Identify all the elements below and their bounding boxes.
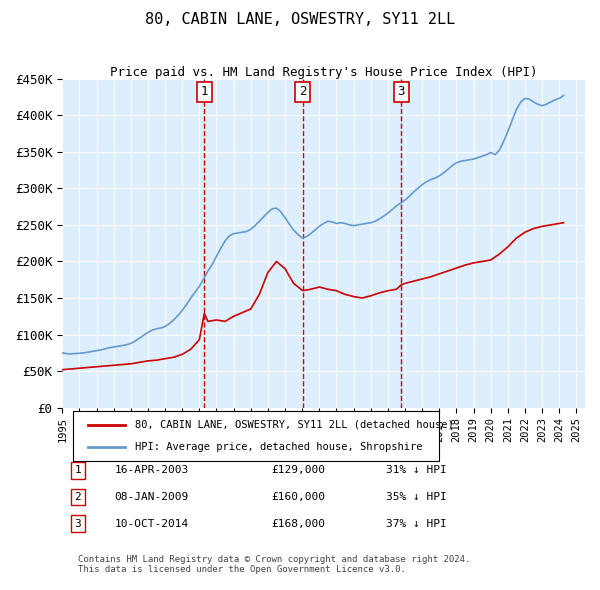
Text: 08-JAN-2009: 08-JAN-2009 <box>115 492 189 502</box>
Text: £129,000: £129,000 <box>271 466 325 476</box>
Text: 2: 2 <box>74 492 81 502</box>
Text: 16-APR-2003: 16-APR-2003 <box>115 466 189 476</box>
Text: 80, CABIN LANE, OSWESTRY, SY11 2LL: 80, CABIN LANE, OSWESTRY, SY11 2LL <box>145 12 455 27</box>
Text: 35% ↓ HPI: 35% ↓ HPI <box>386 492 447 502</box>
Text: Contains HM Land Registry data © Crown copyright and database right 2024.
This d: Contains HM Land Registry data © Crown c… <box>78 555 470 575</box>
Text: 2: 2 <box>299 86 307 99</box>
Text: £160,000: £160,000 <box>271 492 325 502</box>
Text: 37% ↓ HPI: 37% ↓ HPI <box>386 519 447 529</box>
Title: Price paid vs. HM Land Registry's House Price Index (HPI): Price paid vs. HM Land Registry's House … <box>110 65 538 78</box>
Text: 3: 3 <box>74 519 81 529</box>
Text: 3: 3 <box>398 86 405 99</box>
Text: 1: 1 <box>200 86 208 99</box>
Text: 31% ↓ HPI: 31% ↓ HPI <box>386 466 447 476</box>
Text: 1: 1 <box>74 466 81 476</box>
Text: 80, CABIN LANE, OSWESTRY, SY11 2LL (detached house): 80, CABIN LANE, OSWESTRY, SY11 2LL (deta… <box>136 420 454 430</box>
Text: £168,000: £168,000 <box>271 519 325 529</box>
FancyBboxPatch shape <box>73 411 439 461</box>
Text: HPI: Average price, detached house, Shropshire: HPI: Average price, detached house, Shro… <box>136 442 423 452</box>
Text: 10-OCT-2014: 10-OCT-2014 <box>115 519 189 529</box>
